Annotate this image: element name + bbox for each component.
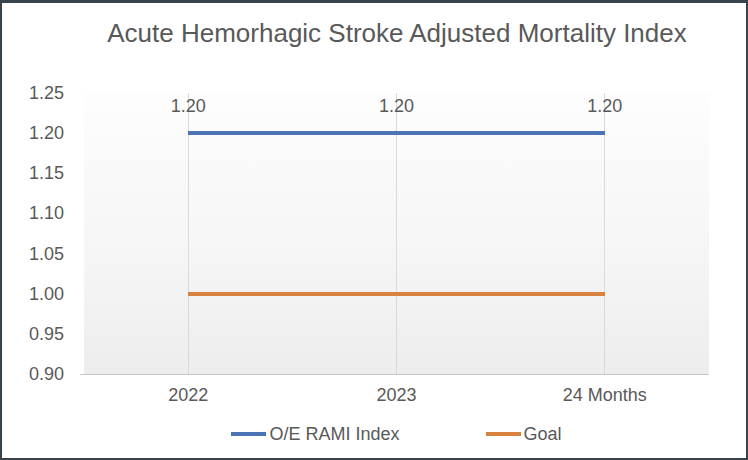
vertical-gridline — [604, 93, 605, 374]
vertical-gridline — [188, 93, 189, 374]
y-tick-label: 1.10 — [2, 202, 64, 224]
legend-line-swatch — [231, 432, 266, 436]
series-line-o-e-rami-index — [188, 131, 605, 135]
y-tick-label: 0.90 — [2, 363, 64, 385]
y-tick-label: 1.20 — [2, 122, 64, 144]
x-category-label: 2022 — [128, 384, 248, 406]
legend-line-swatch — [486, 432, 521, 436]
legend-item-goal: Goal — [486, 424, 562, 445]
chart-title: Acute Hemorhagic Stroke Adjusted Mortali… — [107, 15, 687, 51]
data-label: 1.20 — [153, 95, 223, 117]
legend-item-o-e-rami-index: O/E RAMI Index — [231, 424, 399, 445]
y-tick-label: 1.05 — [2, 243, 64, 265]
x-axis-line — [80, 374, 709, 375]
x-category-label: 24 Months — [545, 384, 665, 406]
mortality-index-chart: Acute Hemorhagic Stroke Adjusted Mortali… — [0, 0, 748, 460]
data-label: 1.20 — [362, 95, 432, 117]
data-label: 1.20 — [570, 95, 640, 117]
y-tick-label: 1.00 — [2, 283, 64, 305]
y-tick-label: 1.15 — [2, 162, 64, 184]
x-category-label: 2023 — [337, 384, 457, 406]
legend-label: O/E RAMI Index — [269, 424, 399, 445]
series-line-goal — [188, 292, 605, 296]
y-tick-label: 1.25 — [2, 82, 64, 104]
vertical-gridline — [396, 93, 397, 374]
legend: O/E RAMI Index Goal — [84, 422, 709, 446]
legend-label: Goal — [524, 424, 562, 445]
y-tick-label: 0.95 — [2, 323, 64, 345]
